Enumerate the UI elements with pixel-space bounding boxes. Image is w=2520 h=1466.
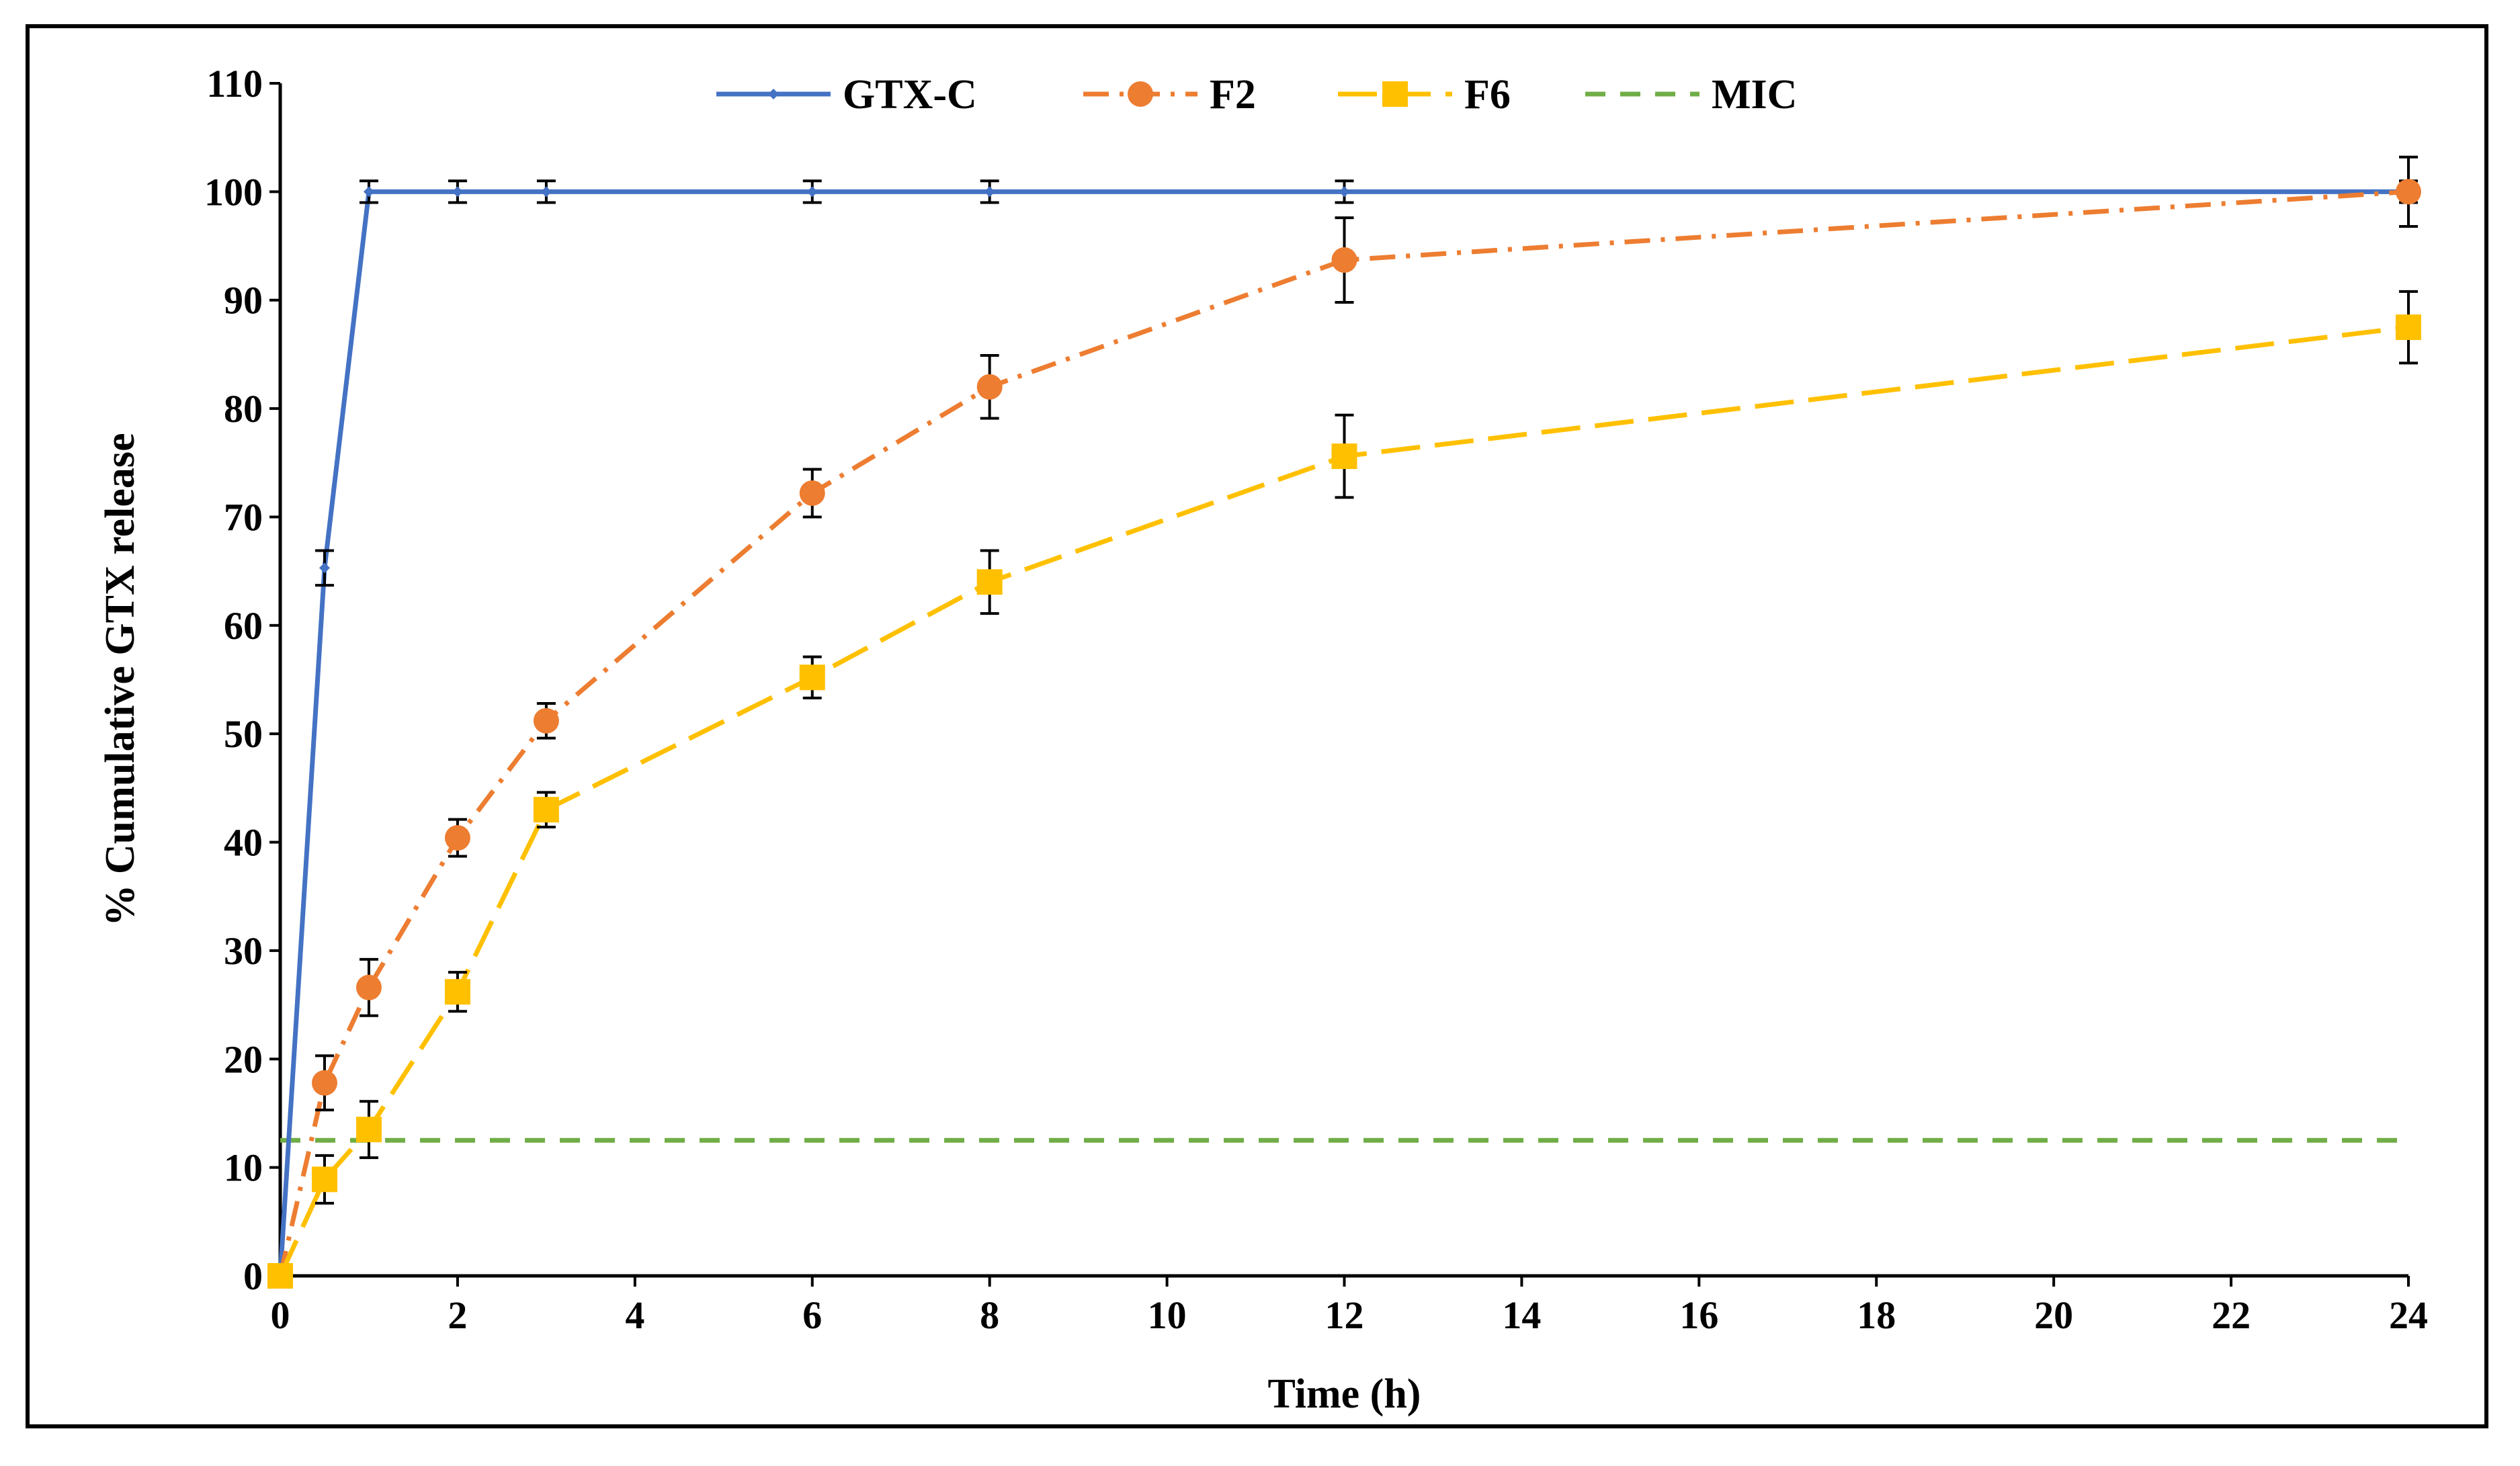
f6-point-legend xyxy=(1382,81,1408,107)
f2-point-3 xyxy=(444,825,470,851)
x-tick-label: 12 xyxy=(1325,1293,1364,1337)
legend-label-f6: F6 xyxy=(1464,72,1511,118)
legend: GTX-C F2 F6 MIC xyxy=(716,72,1797,118)
y-tick-label: 30 xyxy=(224,929,263,973)
gtx-c-point-6 xyxy=(984,186,995,198)
f2-point-4 xyxy=(533,707,559,734)
y-tick-label: 50 xyxy=(224,712,263,756)
f6-point-8 xyxy=(2396,314,2421,341)
f2-series-group xyxy=(267,155,2421,1289)
legend-item-f6: F6 xyxy=(1338,72,1511,118)
y-axis-title: % Cumulative GTX release xyxy=(97,433,143,926)
data-series xyxy=(267,155,2421,1289)
gtx-c-series-group xyxy=(275,179,2418,1281)
f6-point-1 xyxy=(311,1166,337,1193)
x-tick-label: 20 xyxy=(2034,1293,2073,1337)
y-tick-label: 100 xyxy=(204,170,263,214)
y-tick-label: 0 xyxy=(243,1254,263,1298)
gtx-c-point-4 xyxy=(540,186,552,198)
x-axis-title: Time (h) xyxy=(1268,1371,1421,1417)
f6-point-2 xyxy=(355,1117,382,1143)
f6-point-6 xyxy=(976,569,1003,595)
gtx-c-point-legend xyxy=(768,89,779,99)
f2-point-2 xyxy=(355,974,382,1000)
f2-point-legend xyxy=(1128,81,1153,107)
y-tick-label: 110 xyxy=(206,62,263,105)
y-tick-label: 60 xyxy=(224,604,263,648)
f2-point-1 xyxy=(311,1070,337,1096)
f2-point-7 xyxy=(1331,247,1357,273)
gtx-c-point-1 xyxy=(319,562,330,574)
x-tick-label: 0 xyxy=(271,1293,290,1337)
f6-point-4 xyxy=(533,797,559,823)
x-tick-label: 18 xyxy=(1857,1293,1896,1337)
f2-line xyxy=(278,189,2409,1277)
x-tick-label: 24 xyxy=(2389,1293,2428,1337)
gtx-c-point-7 xyxy=(1339,186,1350,198)
x-tick-label: 4 xyxy=(625,1293,644,1337)
x-tick-label: 14 xyxy=(1502,1293,1541,1337)
y-tick-label: 80 xyxy=(224,387,263,431)
f6-point-7 xyxy=(1331,443,1357,470)
x-tick-label: 22 xyxy=(2212,1293,2251,1337)
y-tick-label: 70 xyxy=(224,495,263,539)
chart-frame: 0 10 20 30 40 50 60 70 80 90 100 110 0 2 4 6 8 10 12 14 16 18… xyxy=(26,24,2488,1428)
f6-series-group xyxy=(267,290,2421,1289)
y-tick-label: 40 xyxy=(224,821,263,865)
legend-item-mic: MIC xyxy=(1585,72,1797,118)
f2-point-6 xyxy=(976,374,1003,400)
x-tick-label: 10 xyxy=(1148,1293,1187,1337)
x-tick-label: 16 xyxy=(1679,1293,1718,1337)
f2-point-8 xyxy=(2396,179,2421,205)
gtx-c-point-5 xyxy=(806,186,818,198)
y-tick-label: 90 xyxy=(224,279,263,322)
legend-item-gtx-c: GTX-C xyxy=(716,72,977,118)
f6-point-3 xyxy=(444,979,470,1005)
x-tick-label: 2 xyxy=(448,1293,467,1337)
f2-point-5 xyxy=(799,480,825,506)
gtx-c-point-2 xyxy=(363,186,374,198)
y-tick-label: 20 xyxy=(224,1037,263,1081)
f6-point-5 xyxy=(799,664,825,691)
y-tick-label: 10 xyxy=(224,1146,263,1190)
legend-item-f2: F2 xyxy=(1083,72,1256,118)
f6-point-0 xyxy=(267,1263,293,1289)
legend-label-mic: MIC xyxy=(1712,72,1797,118)
legend-label-f2: F2 xyxy=(1210,72,1256,118)
x-tick-label: 8 xyxy=(980,1293,999,1337)
x-tick-label: 6 xyxy=(802,1293,822,1337)
gtx-c-point-3 xyxy=(452,186,463,198)
gtx-c-line xyxy=(278,189,2408,1277)
legend-label-gtx-c: GTX-C xyxy=(843,72,977,118)
